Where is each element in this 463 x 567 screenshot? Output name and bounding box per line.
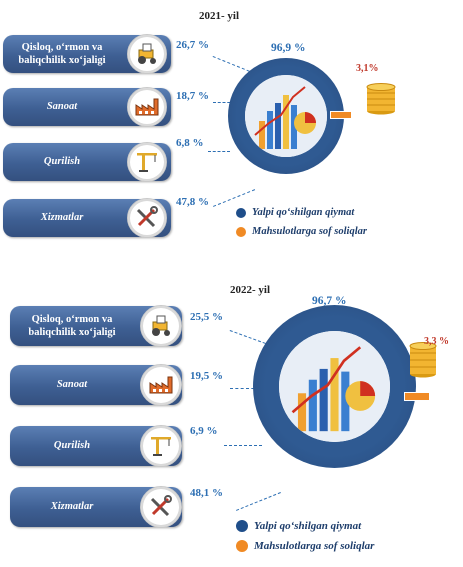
factory-icon bbox=[127, 87, 167, 127]
value-added-ring bbox=[253, 305, 416, 468]
legend-label: Mahsulotlarga sof soliqlar bbox=[252, 226, 367, 237]
sector-label: Qurilish bbox=[53, 440, 91, 452]
chart-thumbnail bbox=[245, 75, 327, 157]
factory-icon bbox=[140, 364, 182, 406]
sector-industry: Sanoat bbox=[10, 364, 182, 406]
sector-services: Xizmatlar bbox=[10, 486, 182, 528]
value-added-ring bbox=[228, 58, 344, 174]
year-title: 2021- yil bbox=[199, 10, 240, 22]
sector-percent: 19,5 % bbox=[190, 370, 223, 382]
sector-label: Sanoat bbox=[56, 379, 88, 391]
sector-services: Xizmatlar bbox=[3, 198, 171, 238]
legend-label: Yalpi qo‘shilgan qiymat bbox=[252, 207, 355, 218]
taxes-segment bbox=[330, 111, 352, 119]
legend-dot-blue bbox=[236, 207, 246, 218]
sector-construction: Qurilish bbox=[3, 142, 171, 182]
sector-construction: Qurilish bbox=[10, 425, 182, 467]
crane-icon bbox=[127, 142, 167, 182]
legend-label: Mahsulotlarga sof soliqlar bbox=[254, 540, 375, 552]
leader-line bbox=[236, 492, 281, 511]
leader-line bbox=[224, 445, 262, 446]
sector-agriculture: Qisloq, o‘rmon va baliqchilik xo‘jaligi bbox=[3, 34, 171, 74]
sector-percent: 47,8 % bbox=[176, 196, 209, 208]
legend-dot-orange bbox=[236, 540, 248, 552]
leader-line bbox=[230, 388, 265, 389]
sector-agriculture: Qisloq, o‘rmon va baliqchilik xo‘jaligi bbox=[10, 305, 182, 347]
sector-label: Qurilish bbox=[43, 156, 81, 168]
legend-taxes: Mahsulotlarga sof soliqlar bbox=[236, 540, 374, 552]
tractor-icon bbox=[140, 305, 182, 347]
sector-industry: Sanoat bbox=[3, 87, 171, 127]
chart-thumbnail bbox=[279, 331, 390, 442]
value-added-percent: 96,7 % bbox=[312, 295, 347, 307]
tractor-icon bbox=[127, 34, 167, 74]
sector-percent: 18,7 % bbox=[176, 90, 209, 102]
sector-label: Qisloq, o‘rmon va baliqchilik xo‘jaligi bbox=[18, 41, 106, 66]
sector-percent: 6,8 % bbox=[176, 137, 204, 149]
sector-label: Xizmatlar bbox=[40, 212, 84, 224]
year-title: 2022- yil bbox=[230, 284, 271, 296]
sector-label: Sanoat bbox=[46, 101, 78, 113]
legend-dot-orange bbox=[236, 226, 246, 237]
legend-value-added: Yalpi qo‘shilgan qiymat bbox=[236, 207, 354, 218]
sector-label: Xizmatlar bbox=[50, 501, 94, 513]
sector-percent: 26,7 % bbox=[176, 39, 209, 51]
legend-taxes: Mahsulotlarga sof soliqlar bbox=[236, 226, 367, 237]
sector-percent: 48,1 % bbox=[190, 487, 223, 499]
tools-icon bbox=[127, 198, 167, 238]
sector-label: Qisloq, o‘rmon va baliqchilik xo‘jaligi bbox=[28, 313, 116, 338]
tools-icon bbox=[140, 486, 182, 528]
sector-percent: 25,5 % bbox=[190, 311, 223, 323]
legend-dot-blue bbox=[236, 520, 248, 532]
taxes-percent: 3,1% bbox=[356, 63, 379, 74]
coins-icon bbox=[365, 79, 397, 120]
sector-percent: 6,9 % bbox=[190, 425, 218, 437]
taxes-percent: 3,3 % bbox=[424, 336, 449, 347]
legend-value-added: Yalpi qo‘shilgan qiymat bbox=[236, 520, 361, 532]
crane-icon bbox=[140, 425, 182, 467]
leader-line bbox=[208, 151, 230, 152]
legend-label: Yalpi qo‘shilgan qiymat bbox=[254, 520, 362, 532]
taxes-segment bbox=[404, 392, 430, 401]
value-added-percent: 96,9 % bbox=[271, 42, 306, 54]
coins-icon bbox=[408, 338, 438, 383]
panel-2021: 2021- yil Qisloq, o‘rmon va baliqchilik … bbox=[0, 0, 463, 270]
leader-line bbox=[213, 102, 235, 103]
